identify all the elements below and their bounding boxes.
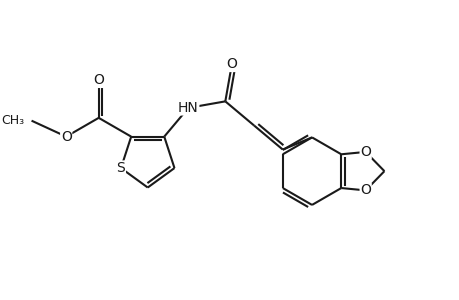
Text: O: O — [359, 183, 370, 197]
Text: S: S — [116, 161, 125, 175]
Text: O: O — [93, 73, 104, 87]
Text: O: O — [226, 57, 237, 71]
Text: HN: HN — [178, 101, 198, 115]
Text: CH₃: CH₃ — [1, 114, 24, 127]
Text: O: O — [359, 145, 370, 159]
Text: O: O — [61, 130, 72, 144]
